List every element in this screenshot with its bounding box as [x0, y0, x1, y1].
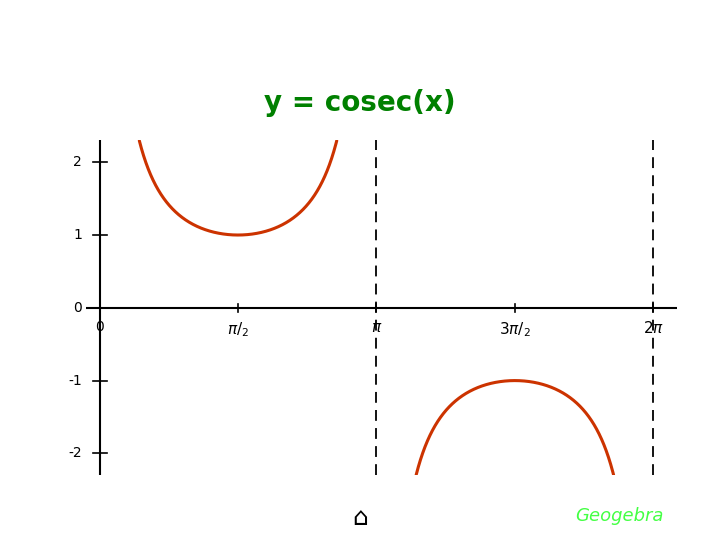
Text: -2: -2	[68, 447, 82, 461]
Text: 2: 2	[73, 155, 82, 169]
Text: $2\pi$: $2\pi$	[643, 320, 664, 336]
Text: Trigonometric Graphs: Trigonometric Graphs	[140, 18, 580, 52]
Text: Geogebra: Geogebra	[575, 507, 663, 525]
Text: 0: 0	[95, 320, 104, 334]
Text: $\pi/_{2}$: $\pi/_{2}$	[227, 320, 249, 339]
Text: ⌂: ⌂	[352, 507, 368, 530]
Text: $3\pi/_{2}$: $3\pi/_{2}$	[499, 320, 531, 339]
Text: -1: -1	[68, 374, 82, 388]
Text: y = cosec(x): y = cosec(x)	[264, 89, 456, 117]
Text: 1: 1	[73, 228, 82, 242]
Text: 0: 0	[73, 301, 82, 315]
Text: $\pi$: $\pi$	[371, 320, 382, 335]
